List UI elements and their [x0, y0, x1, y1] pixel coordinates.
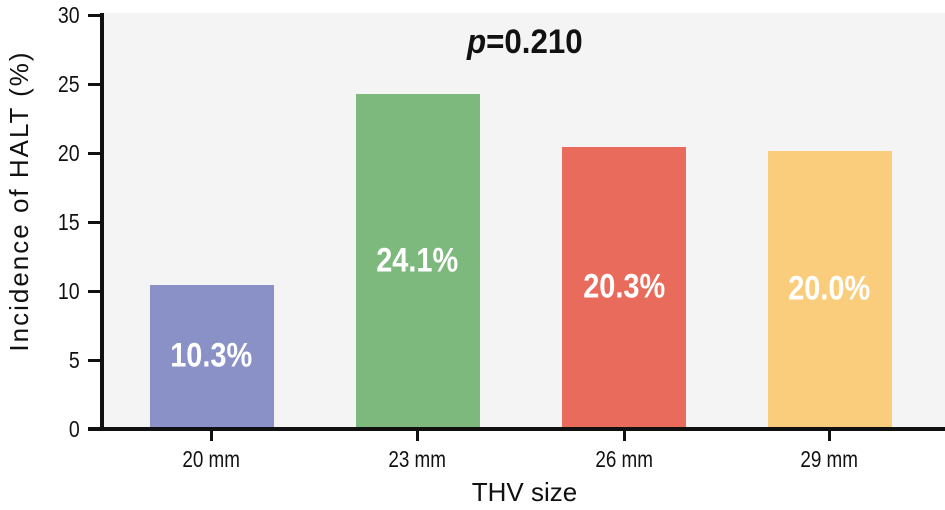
x-axis-title: THV size [471, 477, 578, 507]
x-axis-line [88, 427, 945, 431]
x-tick-mark [210, 431, 213, 441]
p-value-annotation: p=0.210 [104, 21, 945, 63]
x-tick-mark [828, 431, 831, 441]
y-axis-line [100, 13, 104, 431]
bar-23-mm: 24.1% [355, 94, 480, 427]
y-tick-mark [88, 358, 100, 362]
y-tick-label: 0 [69, 416, 80, 442]
y-tick-mark [88, 220, 100, 224]
y-tick-label: 25 [58, 71, 80, 97]
p-value-text: =0.210 [485, 23, 583, 61]
bar-value-label: 24.1% [376, 241, 459, 280]
x-tick-label: 23 mm [388, 446, 447, 472]
y-axis-title: Incidence of HALT (%) [4, 50, 34, 352]
y-tick-label: 20 [58, 140, 80, 166]
bar-26-mm: 20.3% [562, 146, 686, 427]
x-tick-label: 29 mm [800, 446, 859, 472]
x-tick-label: 26 mm [595, 446, 653, 472]
x-tick-mark [416, 431, 419, 441]
bar-value-label: 20.0% [788, 269, 871, 308]
y-tick-label: 30 [58, 2, 80, 28]
p-symbol: p [466, 23, 486, 61]
y-tick-label: 10 [58, 278, 80, 304]
y-tick-label: 5 [69, 347, 80, 373]
bar-20-mm: 10.3% [149, 284, 274, 427]
x-tick-mark [622, 431, 626, 441]
y-tick-mark [88, 82, 100, 86]
x-tick-label: 20 mm [182, 446, 241, 472]
y-tick-mark [88, 289, 100, 293]
bar-value-label: 10.3% [170, 336, 253, 375]
y-tick-mark [88, 13, 100, 17]
bar-29-mm: 20.0% [767, 151, 892, 427]
y-tick-label: 15 [58, 209, 80, 235]
bar-value-label: 20.3% [583, 267, 665, 306]
y-tick-mark [88, 151, 100, 155]
